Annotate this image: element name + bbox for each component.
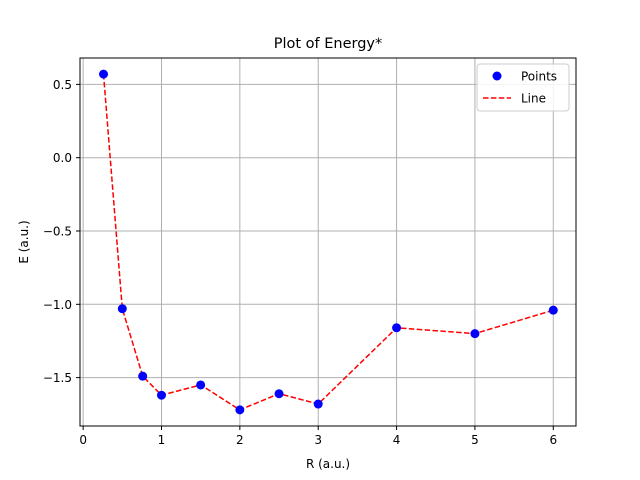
legend-points-label: Points xyxy=(521,70,557,84)
y-tick-label: −1.5 xyxy=(43,371,72,385)
chart-title: Plot of Energy* xyxy=(274,36,383,52)
x-tick-label: 2 xyxy=(236,433,244,447)
x-axis-label: R (a.u.) xyxy=(306,457,350,471)
x-tick-label: 5 xyxy=(471,433,479,447)
grid xyxy=(80,58,576,426)
data-point xyxy=(392,323,402,333)
x-tick-label: 6 xyxy=(549,433,557,447)
data-point xyxy=(313,399,323,409)
data-point xyxy=(274,389,284,399)
data-point xyxy=(470,329,480,339)
data-point xyxy=(117,304,127,314)
scatter-series-layer xyxy=(99,69,558,415)
data-point xyxy=(138,371,148,381)
legend-line-label: Line xyxy=(521,92,546,106)
y-tick-label: 0.0 xyxy=(53,151,72,165)
legend: Points Line xyxy=(476,63,570,112)
data-point xyxy=(196,380,206,390)
data-point xyxy=(156,390,166,400)
y-tick-label: 0.5 xyxy=(53,78,72,92)
x-tick-label: 4 xyxy=(393,433,401,447)
x-tick-label: 1 xyxy=(158,433,166,447)
y-tick-label: −1.0 xyxy=(43,298,72,312)
data-point xyxy=(99,69,109,79)
data-point xyxy=(548,305,558,315)
y-tick-label: −0.5 xyxy=(43,225,72,239)
x-tick-label: 3 xyxy=(314,433,322,447)
x-tick-label: 0 xyxy=(79,433,87,447)
data-point xyxy=(235,405,245,415)
plot-area-frame xyxy=(79,57,577,427)
y-axis-label: E (a.u.) xyxy=(17,220,31,263)
x-axis-ticks: 0 1 2 3 4 5 6 xyxy=(79,426,557,447)
legend-points-marker xyxy=(492,71,502,81)
y-axis-ticks: 0.5 0.0 −0.5 −1.0 −1.5 xyxy=(43,78,80,385)
